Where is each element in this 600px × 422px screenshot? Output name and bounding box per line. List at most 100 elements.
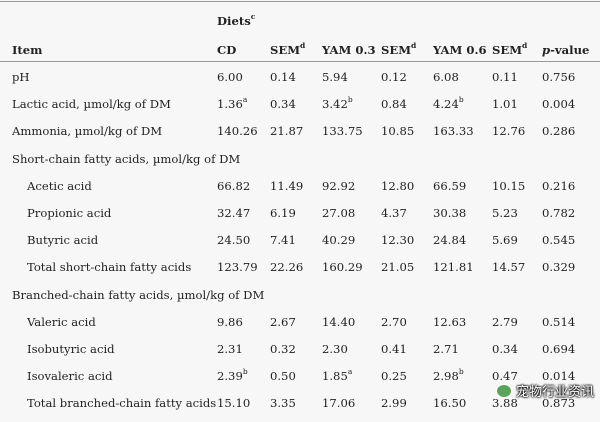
item-header: Item [12, 43, 43, 57]
cell-value: 11.49 [270, 179, 304, 193]
cell-value: 14.57 [492, 260, 526, 274]
cell-value: 16.50 [433, 396, 467, 410]
column-header-label: SEM [381, 43, 412, 57]
cell-value: 14.40 [322, 315, 356, 329]
diets-label: Diets [217, 14, 251, 28]
table-cell: 4.37 [381, 206, 407, 220]
cell-value: 0.873 [542, 396, 576, 410]
cell-value: 22.26 [270, 260, 304, 274]
cell-value: 0.50 [270, 369, 296, 383]
cell-value: 0.782 [542, 206, 576, 220]
cell-value: 0.14 [270, 70, 296, 84]
cell-value: 0.47 [492, 369, 518, 383]
cell-value: 0.286 [542, 124, 576, 138]
row-label: Isovaleric acid [27, 369, 113, 383]
cell-value: 0.11 [492, 70, 518, 84]
table-cell: 0.34 [270, 97, 296, 111]
table-cell: 2.99 [381, 396, 407, 410]
table-cell: 1.85a [322, 368, 352, 383]
cell-value: 2.31 [217, 342, 243, 356]
cell-value: 27.08 [322, 206, 356, 220]
table-cell: 15.10 [217, 396, 250, 410]
table-cell: 24.84 [433, 233, 466, 247]
column-header: p-value [542, 43, 589, 57]
table-cell: 0.47 [492, 369, 518, 383]
cell-value: 17.06 [322, 396, 356, 410]
cell-value: 12.30 [381, 233, 415, 247]
cell-value: 3.88 [492, 396, 518, 410]
table-cell: 66.82 [217, 179, 250, 193]
table-cell: 21.87 [270, 124, 303, 138]
table-cell: 2.31 [217, 342, 243, 356]
row-label: Valeric acid [27, 315, 96, 329]
diets-footnote: c [250, 12, 256, 22]
cell-value: 0.34 [492, 342, 518, 356]
cell-value: 21.87 [270, 124, 304, 138]
top-rule [0, 1, 600, 2]
column-header-label: SEM [492, 43, 523, 57]
table-cell: 0.514 [542, 315, 575, 329]
table-cell: 27.08 [322, 206, 355, 220]
cell-value: 92.92 [322, 179, 356, 193]
cell-value: 21.05 [381, 260, 415, 274]
cell-value: 0.514 [542, 315, 576, 329]
cell-value: 66.82 [217, 179, 251, 193]
header-rule [0, 61, 600, 62]
table-cell: 10.85 [381, 124, 414, 138]
cell-value: 5.94 [322, 70, 348, 84]
row-label: Lactic acid, µmol/kg of DM [12, 97, 171, 111]
table-cell: 11.49 [270, 179, 303, 193]
table-cell: 3.42b [322, 96, 353, 111]
cell-value: 140.26 [217, 124, 258, 138]
column-header-suffix: -value [550, 43, 590, 57]
table-cell: 40.29 [322, 233, 355, 247]
cell-value: 2.98 [433, 369, 459, 383]
cell-value: 7.41 [270, 233, 296, 247]
cell-value: 5.23 [492, 206, 518, 220]
cell-value: 24.84 [433, 233, 467, 247]
column-header-label: YAM 0.3 [322, 43, 376, 57]
table-cell: 24.50 [217, 233, 250, 247]
table-cell: 12.80 [381, 179, 414, 193]
section-label: Branched-chain fatty acids, µmol/kg of D… [12, 288, 265, 302]
cell-value: 163.33 [433, 124, 474, 138]
column-header: SEMd [381, 42, 416, 57]
cell-value: 66.59 [433, 179, 467, 193]
table-cell: 0.84 [381, 97, 407, 111]
column-header-footnote: d [522, 41, 528, 51]
table-cell: 1.36a [217, 96, 247, 111]
table-cell: 0.873 [542, 396, 575, 410]
column-header-label: CD [217, 43, 237, 57]
cell-value: 0.545 [542, 233, 576, 247]
table-cell: 2.79 [492, 315, 518, 329]
cell-value: 0.84 [381, 97, 407, 111]
table-cell: 17.06 [322, 396, 355, 410]
column-header: SEMd [270, 41, 306, 57]
table-cell: 5.69 [492, 233, 518, 247]
row-label: Propionic acid [27, 206, 112, 220]
table-cell: 140.26 [217, 124, 258, 138]
table-cell: 21.05 [381, 260, 414, 274]
table-cell: 2.67 [270, 315, 296, 329]
table-cell: 4.24b [433, 96, 464, 111]
table-cell: 0.545 [542, 233, 575, 247]
table-cell: 0.216 [542, 179, 575, 193]
table-cell: 7.41 [270, 233, 296, 247]
table-cell: 0.41 [381, 342, 407, 356]
cell-value: 0.004 [542, 97, 576, 111]
column-header-footnote: d [300, 41, 306, 51]
cell-value: 0.329 [542, 260, 576, 274]
table-cell: 121.81 [433, 260, 474, 274]
cell-value: 6.08 [433, 70, 459, 84]
table-cell: 6.00 [217, 70, 243, 84]
table-cell: 0.004 [542, 97, 575, 111]
cell-value: 24.50 [217, 233, 251, 247]
cell-value: 9.86 [217, 315, 243, 329]
row-label: Acetic acid [27, 179, 92, 193]
table-cell: 0.782 [542, 206, 575, 220]
table-cell: 5.94 [322, 70, 348, 84]
cell-value: 133.75 [322, 124, 363, 138]
cell-value: 6.00 [217, 70, 243, 84]
cell-value: 1.85 [322, 369, 348, 383]
